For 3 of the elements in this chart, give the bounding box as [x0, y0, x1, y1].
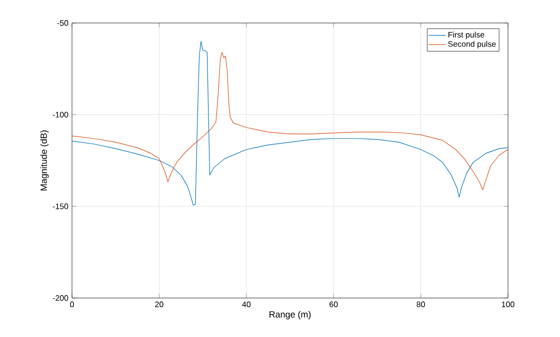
line-series	[72, 41, 508, 206]
x-axis-title: Range (m)	[270, 311, 311, 320]
y-axis-title: Magnitude (dB)	[40, 130, 49, 190]
